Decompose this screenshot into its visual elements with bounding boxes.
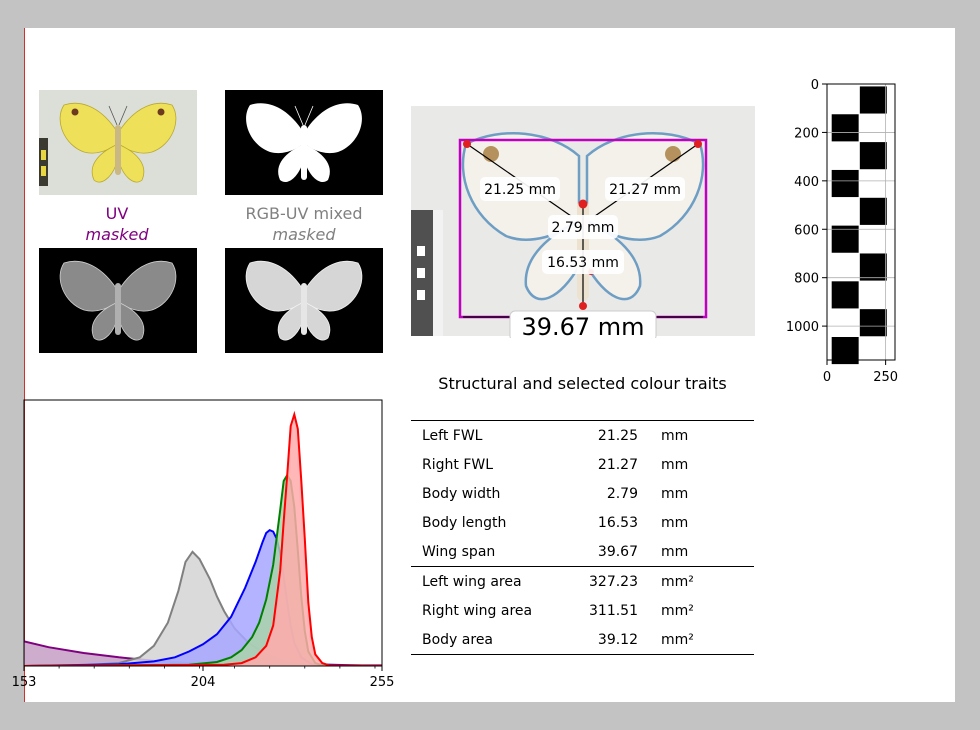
table-row: Right wing area 311.51 mm² xyxy=(411,596,754,625)
y-tick-label: 0 xyxy=(811,78,819,93)
checker-square xyxy=(859,197,887,225)
series-area-1 xyxy=(24,551,382,666)
y-tick-label: 600 xyxy=(794,223,819,238)
colour-histogram: 153 204 255 xyxy=(12,399,395,690)
trait-value: 21.25 xyxy=(572,420,638,450)
x-tick-label: 255 xyxy=(370,675,395,690)
trait-label: Left wing area xyxy=(411,566,572,596)
mixed-label: RGB-UV mixed xyxy=(245,204,363,223)
series-area-0 xyxy=(24,641,382,666)
uv-label: UV xyxy=(105,204,129,223)
trait-unit: mm² xyxy=(638,625,754,655)
table-row: Left wing area 327.23 mm² xyxy=(411,566,754,596)
y-tick-label: 400 xyxy=(794,175,819,190)
trait-label: Left FWL xyxy=(411,420,572,450)
y-tick-label: 200 xyxy=(794,126,819,141)
figure-left-edge xyxy=(24,28,25,702)
checker-square xyxy=(831,114,859,142)
trait-unit: mm² xyxy=(638,566,754,596)
trait-label: Wing span xyxy=(422,543,496,560)
checker-square xyxy=(859,86,887,114)
mask-image xyxy=(225,90,383,195)
table-row: Wing span 39.67 mm xyxy=(411,537,754,567)
table-row: Body width 2.79 mm xyxy=(411,479,754,508)
trait-label: Body width xyxy=(422,485,501,502)
trait-unit: mm xyxy=(661,485,689,502)
uv-masked-image xyxy=(39,248,197,353)
trait-unit: mm xyxy=(661,456,689,473)
checker-square xyxy=(831,225,859,253)
trait-unit: mm xyxy=(661,514,689,531)
trait-value: 327.23 xyxy=(572,566,638,596)
x-tick-label: 204 xyxy=(191,675,216,690)
trait-unit: mm xyxy=(661,543,689,560)
trait-unit: mm² xyxy=(661,602,694,619)
right-fwl-label: 21.27 mm xyxy=(609,182,681,198)
heatmap-frame xyxy=(826,83,896,361)
x-tick-label: 0 xyxy=(823,370,831,385)
trait-value: 2.79 xyxy=(606,485,638,502)
wing-span-label: 39.67 mm xyxy=(521,313,644,338)
left-fwl-label: 21.25 mm xyxy=(484,182,556,198)
series-line-4 xyxy=(24,410,382,666)
trait-label: Right FWL xyxy=(422,456,494,473)
trait-label: Body length xyxy=(422,514,507,531)
table-row: Right FWL 21.27 mm xyxy=(411,450,754,479)
mixed-masked-image xyxy=(225,248,383,353)
trait-value: 16.53 xyxy=(597,514,638,531)
rgb-specimen-image xyxy=(39,90,197,195)
checker-square xyxy=(859,309,887,337)
mixed-sub-label: masked xyxy=(272,225,336,244)
trait-value: 21.27 xyxy=(597,456,638,473)
trait-value: 311.51 xyxy=(589,602,638,619)
table-title: Structural and selected colour traits xyxy=(438,374,727,393)
table-row: Left FWL 21.25 mm xyxy=(411,420,754,450)
traits-table: Left FWL 21.25 mm Right FWL 21.27 mm Body widt… xyxy=(411,420,754,655)
y-tick-label: 800 xyxy=(794,272,819,287)
body-width-label: 2.79 mm xyxy=(552,220,615,236)
table-row: Body length 16.53 mm xyxy=(411,508,754,537)
trait-unit: mm xyxy=(638,420,754,450)
series-area-4 xyxy=(24,414,382,666)
y-tick-label: 1000 xyxy=(786,320,819,335)
trait-value: 39.12 xyxy=(572,625,638,655)
body-length-label: 16.53 mm xyxy=(547,255,619,271)
uv-sub-label: masked xyxy=(85,225,149,244)
ruler-heatmap: 0 200 400 600 800 1000 0 250 xyxy=(786,78,898,385)
checker-square xyxy=(859,142,887,170)
checker-square xyxy=(831,281,859,309)
checker-square xyxy=(831,169,859,198)
trait-label: Right wing area xyxy=(422,602,533,619)
x-tick-label: 250 xyxy=(873,370,898,385)
table-row: Body area 39.12 mm² xyxy=(411,625,754,655)
mixed-caption: RGB-UV mixed masked xyxy=(214,203,394,245)
trait-value: 39.67 xyxy=(597,543,638,560)
uv-caption: UV masked xyxy=(27,203,207,245)
measurement-panel: 21.25 mm 21.27 mm 2.79 mm 16.53 mm 39.67… xyxy=(411,106,755,338)
trait-label: Body area xyxy=(411,625,572,655)
x-tick-label: 153 xyxy=(12,675,37,690)
checker-square xyxy=(859,253,887,281)
